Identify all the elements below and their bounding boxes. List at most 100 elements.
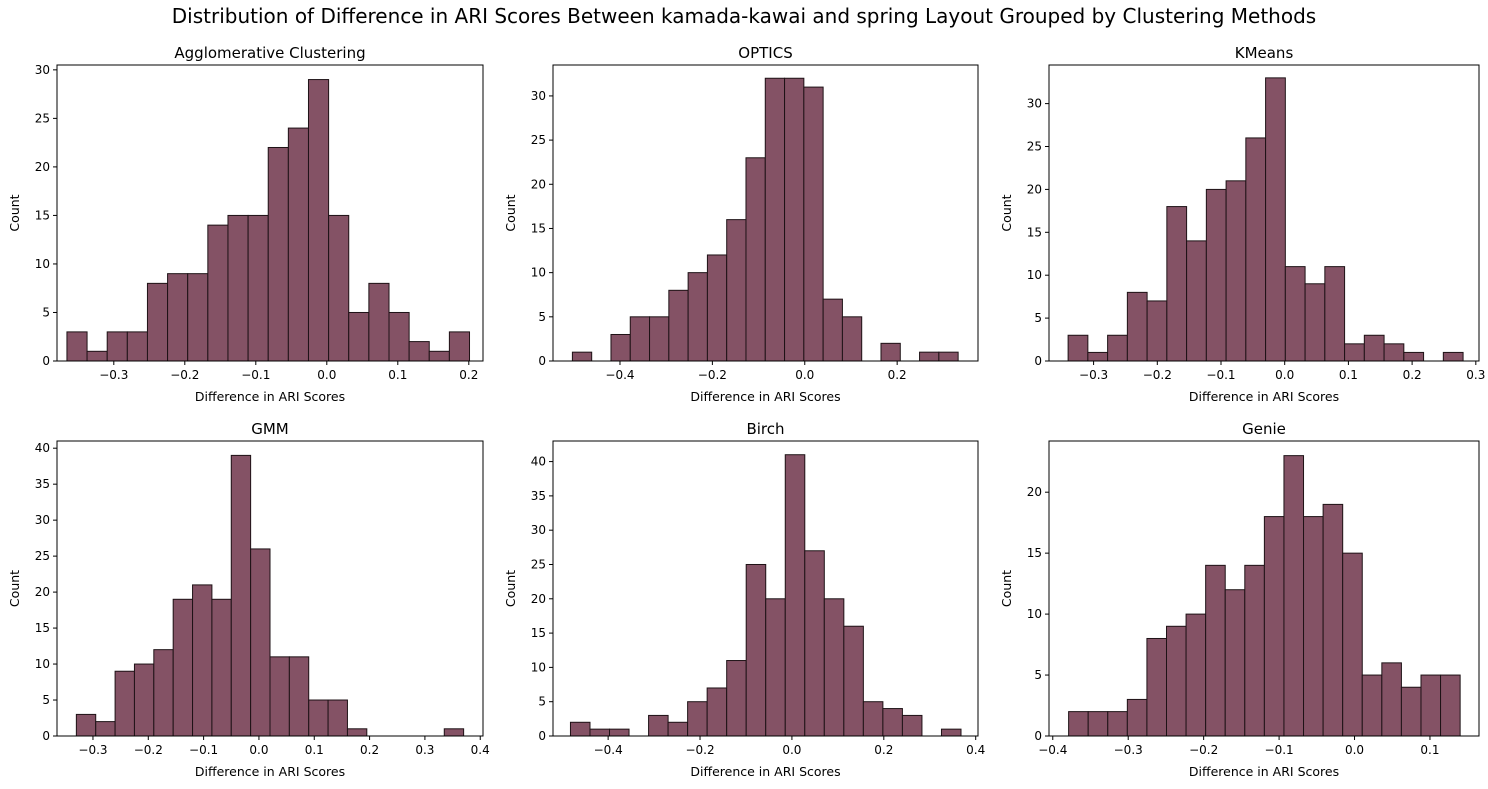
- y-axis-label: Count: [999, 194, 1014, 231]
- subplot-5: −0.4 −0.2 0.0 0.2 0.4 0 5 10 15 20 25 30 35 40 Birch Di…: [503, 420, 985, 779]
- y-tick-label: 30: [531, 89, 546, 103]
- y-axis-label: Count: [7, 570, 22, 607]
- histogram-bar: [95, 721, 116, 737]
- histogram-bar: [1146, 300, 1168, 362]
- y-tick-label: 5: [1034, 668, 1042, 682]
- histogram-bar: [687, 272, 708, 362]
- histogram-bar: [1381, 662, 1402, 737]
- y-tick-label: 0: [538, 354, 546, 368]
- histogram-bar: [348, 311, 370, 362]
- y-tick-label: 5: [42, 305, 50, 319]
- histogram-bar: [1107, 334, 1128, 362]
- y-tick-label: 20: [1027, 485, 1042, 499]
- histogram-bar: [1244, 564, 1265, 737]
- axes-frame: [56, 440, 484, 737]
- histogram-bar: [1400, 686, 1422, 737]
- histogram-bar: [428, 350, 450, 362]
- subplot-title: Birch: [746, 420, 784, 438]
- histogram-bar: [862, 701, 884, 737]
- histogram-bar: [1265, 77, 1286, 362]
- histogram-bar: [1087, 351, 1109, 362]
- axes-frame: [1048, 440, 1480, 737]
- x-tick-label: 0.3: [1466, 368, 1485, 382]
- x-tick-label: 0.1: [1420, 743, 1439, 757]
- histogram-bar: [569, 721, 591, 737]
- histogram-bar: [75, 713, 97, 737]
- y-tick-label: 15: [35, 208, 50, 222]
- x-tick-label: −0.1: [1206, 368, 1235, 382]
- histogram-bar: [1107, 711, 1128, 737]
- histogram-bar: [187, 273, 209, 362]
- y-tick-label: 10: [1027, 268, 1042, 282]
- histogram-bar: [938, 351, 959, 362]
- histogram-bar: [1126, 698, 1148, 737]
- histogram-bar: [1363, 334, 1385, 362]
- y-tick-label: 15: [531, 221, 546, 235]
- histogram-bar: [1068, 711, 1089, 737]
- histogram-bar: [1224, 589, 1246, 737]
- y-tick-label: 30: [35, 513, 50, 527]
- y-tick-label: 10: [1027, 607, 1042, 621]
- x-tick-label: 0.0: [1275, 368, 1294, 382]
- histogram-bar: [901, 714, 923, 737]
- x-tick-label: −0.1: [189, 743, 218, 757]
- histogram-bar: [571, 351, 593, 362]
- histogram-bar: [745, 563, 767, 737]
- y-tick-label: 25: [35, 111, 50, 125]
- histogram-bar: [114, 670, 135, 737]
- y-tick-label: 30: [531, 523, 546, 537]
- y-tick-label: 15: [1027, 546, 1042, 560]
- histogram-bar: [1284, 266, 1306, 362]
- y-tick-label: 40: [35, 441, 50, 455]
- subplot-3: −0.3 −0.2 −0.1 0.0 0.1 0.2 0.3 0 5 10 15 20 25 30 KMea…: [999, 44, 1485, 404]
- histogram-bar: [443, 728, 465, 737]
- histogram-bar: [346, 728, 368, 737]
- histogram-bar: [687, 701, 708, 737]
- histogram-bar: [153, 649, 174, 737]
- y-tick-label: 35: [531, 489, 546, 503]
- y-tick-label: 40: [531, 455, 546, 469]
- axes-frame: [552, 64, 979, 362]
- histogram-bar: [1440, 674, 1461, 737]
- x-tick-label: 0.4: [966, 743, 985, 757]
- histogram-bar: [764, 77, 786, 362]
- y-axis-label: Count: [999, 570, 1014, 607]
- x-tick-label: 0.1: [388, 368, 407, 382]
- histogram-bar: [1304, 283, 1326, 362]
- x-axis-label: Difference in ARI Scores: [690, 764, 840, 779]
- histogram-bar: [589, 728, 611, 737]
- x-tick-label: 0.0: [317, 368, 336, 382]
- histogram-bar: [1283, 455, 1305, 737]
- figure-title: Distribution of Difference in ARI Scores…: [171, 4, 1317, 28]
- y-tick-label: 25: [531, 133, 546, 147]
- histogram-bar: [448, 331, 471, 362]
- x-tick-label: −0.4: [1038, 743, 1067, 757]
- histogram-bar: [126, 331, 148, 362]
- subplot-title: KMeans: [1235, 44, 1294, 62]
- y-tick-label: 5: [538, 695, 546, 709]
- y-tick-label: 0: [1034, 354, 1042, 368]
- histogram-bar: [66, 331, 88, 362]
- histogram-bar: [668, 289, 689, 362]
- histogram-bar: [1324, 266, 1346, 362]
- histogram-bar: [648, 714, 669, 737]
- histogram-bar: [784, 77, 805, 362]
- x-tick-label: −0.2: [685, 743, 714, 757]
- y-tick-label: 0: [538, 729, 546, 743]
- histogram-bar: [207, 224, 229, 362]
- subplot-1: −0.3 −0.2 −0.1 0.0 0.1 0.2 0 5 10 15 20 25 30 Agglome…: [7, 44, 484, 404]
- y-tick-label: 35: [35, 477, 50, 491]
- histogram-bar: [1067, 334, 1089, 362]
- histogram-bar: [1442, 351, 1464, 362]
- histogram-bar: [1205, 188, 1227, 362]
- histogram-bar: [822, 298, 843, 362]
- x-tick-label: −0.2: [170, 368, 199, 382]
- histogram-bar: [726, 660, 747, 737]
- y-tick-label: 5: [538, 310, 546, 324]
- y-tick-label: 5: [42, 693, 50, 707]
- y-tick-label: 20: [35, 160, 50, 174]
- x-axis-label: Difference in ARI Scores: [690, 389, 840, 404]
- histogram-bar: [1344, 343, 1365, 362]
- y-tick-label: 25: [531, 557, 546, 571]
- histogram-bar: [629, 316, 651, 362]
